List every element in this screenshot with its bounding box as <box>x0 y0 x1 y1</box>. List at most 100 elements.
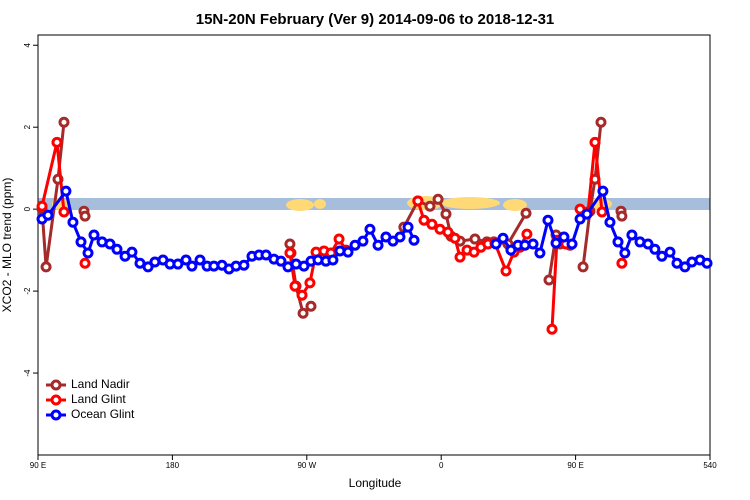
point <box>468 246 480 258</box>
legend-marker <box>50 409 62 421</box>
point <box>616 257 628 269</box>
point <box>289 280 301 292</box>
x-tick-label: 180 <box>166 461 180 470</box>
point <box>79 257 91 269</box>
point <box>558 231 570 243</box>
point <box>88 229 100 241</box>
point <box>357 235 369 247</box>
point <box>67 216 79 228</box>
point <box>595 116 607 128</box>
point <box>432 193 444 205</box>
point <box>664 246 676 258</box>
point <box>36 200 48 212</box>
plot-frame <box>37 34 711 456</box>
point <box>520 207 532 219</box>
point <box>546 323 558 335</box>
point <box>521 228 533 240</box>
land-mask <box>38 196 710 211</box>
point <box>142 261 154 273</box>
series-line <box>581 122 603 268</box>
chart-title: 15N-20N February (Ver 9) 2014-09-06 to 2… <box>196 11 555 28</box>
x-axis-label: Longitude <box>349 476 402 490</box>
point <box>333 233 345 245</box>
point <box>626 229 638 241</box>
point <box>408 234 420 246</box>
point <box>58 116 70 128</box>
point <box>111 243 123 255</box>
point <box>426 218 438 230</box>
series-line <box>40 122 66 268</box>
point <box>500 265 512 277</box>
point <box>418 214 430 226</box>
point <box>649 243 661 255</box>
point <box>542 214 554 226</box>
point <box>172 258 184 270</box>
point <box>604 216 616 228</box>
point <box>412 195 424 207</box>
point <box>364 223 376 235</box>
legend-label: Land Nadir <box>71 377 130 391</box>
point <box>42 209 54 221</box>
point <box>642 238 654 250</box>
point <box>284 238 296 250</box>
x-tick-label: 90 E <box>567 461 583 470</box>
point <box>589 136 601 148</box>
ocean-band <box>38 198 710 210</box>
point <box>194 254 206 266</box>
point <box>616 210 628 222</box>
point <box>75 236 87 248</box>
point <box>490 238 502 250</box>
point <box>180 254 192 266</box>
point <box>79 210 91 222</box>
legend-label: Land Glint <box>71 392 126 406</box>
y-tick-label: 4 <box>23 42 32 47</box>
point <box>566 238 578 250</box>
point <box>577 261 589 273</box>
point <box>238 259 250 271</box>
point <box>454 251 466 263</box>
point <box>58 206 70 218</box>
y-axis-label: XCO2 - MLO trend (ppm) <box>0 178 14 313</box>
point <box>550 237 562 249</box>
point <box>284 247 296 259</box>
point <box>497 232 509 244</box>
point <box>402 221 414 233</box>
point <box>440 208 452 220</box>
point <box>305 300 317 312</box>
legend-marker <box>50 379 62 391</box>
point <box>612 236 624 248</box>
land-patch <box>286 199 314 211</box>
point <box>505 244 517 256</box>
point <box>60 185 72 197</box>
point <box>186 260 198 272</box>
point <box>527 238 539 250</box>
point <box>275 255 287 267</box>
point <box>327 254 339 266</box>
point <box>534 247 546 259</box>
point <box>679 261 691 273</box>
land-patch <box>503 199 527 211</box>
x-tick-label: 90 E <box>30 461 46 470</box>
point <box>597 185 609 197</box>
point <box>619 247 631 259</box>
land-patch <box>440 197 500 209</box>
point <box>656 250 668 262</box>
point <box>442 226 454 238</box>
point <box>51 136 63 148</box>
point <box>296 289 308 301</box>
point <box>40 261 52 273</box>
point <box>424 200 436 212</box>
x-tick-label: 540 <box>703 461 717 470</box>
point <box>297 307 309 319</box>
y-tick-label: -2 <box>23 287 32 295</box>
point <box>574 213 586 225</box>
point <box>260 249 272 261</box>
land-patch <box>314 199 326 209</box>
point <box>394 231 406 243</box>
point <box>469 233 481 245</box>
point <box>304 277 316 289</box>
point <box>349 239 361 251</box>
y-tick-label: -4 <box>23 369 32 377</box>
x-tick-label: 90 W <box>297 461 316 470</box>
